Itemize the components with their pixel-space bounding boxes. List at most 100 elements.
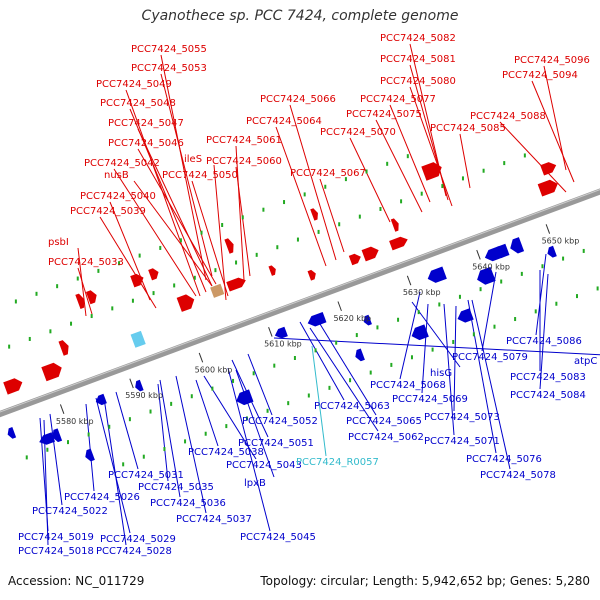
- backbone-band: [0, 188, 600, 418]
- track-dot: [262, 207, 265, 212]
- forward-gene: [389, 236, 408, 251]
- tick-label: 5620 kbp: [333, 314, 371, 323]
- track-dot: [56, 284, 59, 289]
- track-dot: [386, 161, 389, 166]
- leader-line: [235, 145, 245, 281]
- forward-gene: [130, 273, 144, 288]
- track-dot: [555, 301, 558, 306]
- feature-box: [210, 283, 225, 298]
- reverse-gene: [493, 243, 510, 259]
- leader-line: [299, 321, 345, 401]
- reverse-gene: [307, 311, 327, 327]
- leader-line: [213, 164, 227, 301]
- leader-line: [443, 303, 455, 436]
- forward-gene: [310, 208, 318, 221]
- track-dot: [221, 222, 224, 227]
- reverse-gene-label: PCC7424_5038: [188, 447, 264, 458]
- track-dot: [441, 184, 444, 189]
- forward-gene-label: PCC7424_5081: [380, 54, 456, 65]
- forward-gene-label: ileS: [184, 154, 202, 165]
- forward-gene-label: PCC7424_5046: [108, 138, 184, 149]
- forward-gene-label: PCC7424_5049: [96, 79, 172, 90]
- gene-features: [3, 162, 558, 462]
- track-dot: [303, 192, 306, 197]
- reverse-gene-label: PCC7424_5045: [240, 532, 316, 543]
- track-dot: [97, 268, 100, 273]
- track-dot: [596, 286, 599, 291]
- genome-backbone: [0, 188, 600, 418]
- reverse-gene-label: PCC7424_R0057: [296, 457, 379, 468]
- gene-labels: PCC7424_5055 PCC7424_5053 PCC7424_5049 PCC7…: [18, 33, 597, 557]
- leader-line: [247, 353, 273, 416]
- leader-line: [319, 178, 345, 253]
- tick-mark: [129, 378, 134, 389]
- reverse-gene-label: PCC7424_5022: [32, 506, 108, 517]
- reverse-gene-label: PCC7424_5026: [64, 492, 140, 503]
- reverse-gene-label: PCC7424_5065: [346, 416, 422, 427]
- leader-line: [275, 126, 327, 267]
- forward-gene-label: PCC7424_5077: [360, 94, 436, 105]
- track-dot: [276, 245, 279, 250]
- leader-line: [499, 121, 567, 193]
- leader-line: [235, 369, 275, 478]
- leader-line: [309, 327, 379, 432]
- track-dot: [149, 409, 152, 414]
- forward-gene: [3, 378, 23, 395]
- track-dot: [273, 363, 276, 368]
- track-dot: [500, 279, 503, 284]
- forward-gene: [176, 294, 195, 312]
- reverse-gene-label: PCC7424_5035: [138, 482, 214, 493]
- track-dot: [142, 454, 145, 459]
- track-dot: [108, 424, 111, 429]
- track-dot: [534, 309, 537, 314]
- track-dot: [338, 222, 341, 227]
- forward-gene-label: PCC7424_5070: [320, 127, 396, 138]
- track-dot: [204, 431, 207, 436]
- track-dot: [472, 332, 475, 337]
- leader-line: [157, 383, 169, 482]
- leader-line: [311, 345, 327, 457]
- forward-gene-label: PCC7424_5033: [48, 257, 124, 268]
- genome-stats-text: Topology: circular; Length: 5,942,652 bp…: [260, 574, 590, 588]
- track-dot: [131, 298, 134, 303]
- track-dot: [252, 371, 255, 376]
- leader-line: [160, 54, 207, 281]
- leader-line: [375, 119, 423, 213]
- tick-mark: [406, 275, 412, 286]
- track-dot: [8, 344, 11, 349]
- track-dot: [46, 447, 49, 452]
- forward-gene: [268, 265, 276, 276]
- track-dot: [138, 253, 141, 258]
- reverse-gene: [7, 427, 17, 439]
- leader-line: [467, 299, 497, 454]
- track-dot: [376, 325, 379, 330]
- reverse-gene-label: PCC7424_5043: [226, 460, 302, 471]
- track-dot: [417, 310, 420, 315]
- tick-label: 5600 kbp: [195, 365, 233, 374]
- leader-line: [411, 301, 461, 368]
- track-dot: [67, 440, 70, 445]
- track-dot: [575, 294, 578, 299]
- track-dot: [179, 238, 182, 243]
- track-dot: [25, 455, 28, 460]
- track-dot: [344, 177, 347, 182]
- forward-gene-label: psbI: [48, 237, 69, 248]
- leader-line: [235, 166, 251, 277]
- reverse-gene-label: PCC7424_5036: [150, 498, 226, 509]
- reverse-gene-label: PCC7424_5073: [424, 412, 500, 423]
- track-dot: [349, 378, 352, 383]
- track-dot: [355, 333, 358, 338]
- leader-line: [137, 128, 213, 287]
- tick-mark: [268, 327, 273, 337]
- track-dot: [76, 276, 79, 281]
- track-dot: [163, 447, 166, 452]
- reverse-gene: [85, 448, 95, 462]
- track-dot: [314, 348, 317, 353]
- leader-line: [109, 201, 151, 301]
- track-dot: [28, 336, 31, 341]
- tick-mark: [198, 352, 204, 363]
- track-dot: [255, 252, 258, 257]
- track-dot: [324, 184, 327, 189]
- reverse-gene-label: PCC7424_5071: [424, 436, 500, 447]
